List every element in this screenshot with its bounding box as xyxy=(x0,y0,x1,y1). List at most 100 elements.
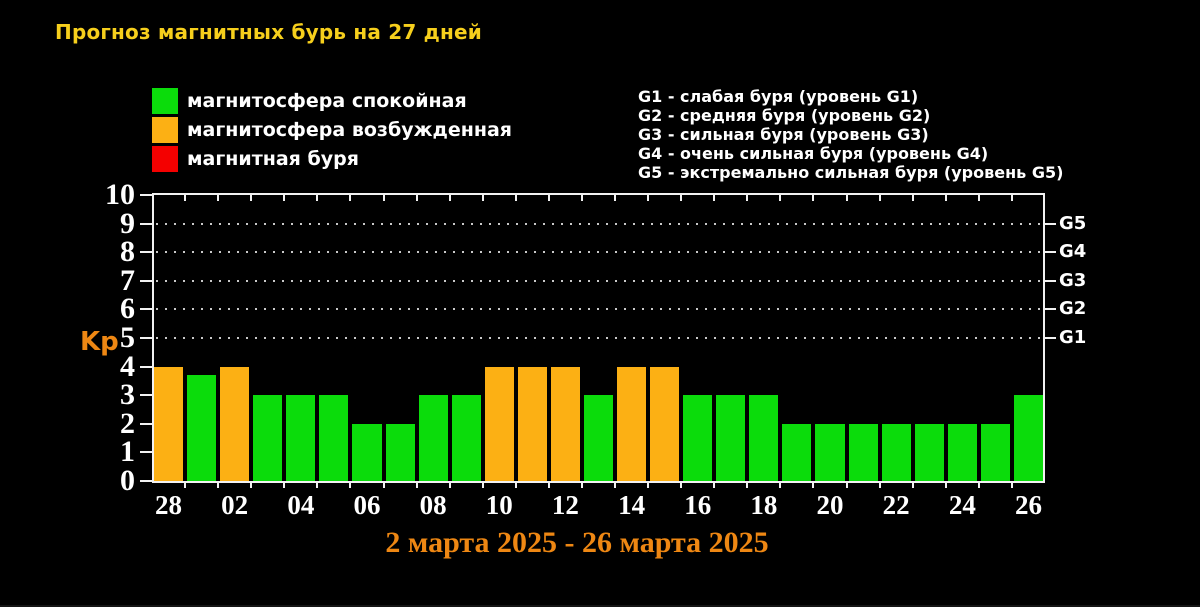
bar-day-05 xyxy=(319,395,349,481)
x-tick-label-24: 24 xyxy=(948,490,976,520)
storm-color-swatch xyxy=(152,146,178,172)
bottom-boundary-tick xyxy=(547,483,550,488)
x-tick-label-02: 02 xyxy=(221,490,249,520)
y-tick-3 xyxy=(140,394,152,397)
bar-day-08 xyxy=(418,395,448,481)
bottom-boundary-tick xyxy=(614,483,617,488)
bar-day-02 xyxy=(220,366,250,481)
x-tick-label-12: 12 xyxy=(551,490,579,520)
top-boundary-tick xyxy=(316,195,319,201)
bar-day-17 xyxy=(716,395,746,481)
y-tick-0 xyxy=(140,480,152,482)
bar-day-18 xyxy=(749,395,779,481)
top-boundary-tick xyxy=(250,195,253,201)
top-boundary-tick xyxy=(1010,195,1013,201)
y-tick-4 xyxy=(140,365,152,368)
axis-right xyxy=(1043,193,1045,483)
x-tick-label-28: 28 xyxy=(155,490,183,520)
right-axis-label-G1: G1 xyxy=(1059,327,1087,348)
gridline-kp-6 xyxy=(156,308,1041,311)
right-axis-label-G2: G2 xyxy=(1059,298,1087,320)
y-tick-label-3: 3 xyxy=(120,378,135,412)
legend-item-quiet: магнитосфера спокойная xyxy=(152,88,512,114)
right-tick-G1 xyxy=(1045,337,1056,339)
top-boundary-tick xyxy=(349,195,352,201)
bottom-boundary-tick xyxy=(713,483,716,488)
bar-day-23 xyxy=(914,423,944,481)
gridline-kp-7 xyxy=(156,279,1041,282)
bar-day-25 xyxy=(980,423,1010,481)
bar-day-16 xyxy=(683,395,713,481)
y-tick-label-5: 5 xyxy=(120,321,135,354)
bar-day-12 xyxy=(550,366,580,481)
top-boundary-tick xyxy=(514,195,517,201)
top-boundary-tick xyxy=(283,195,286,201)
gridline-kp-5 xyxy=(156,337,1041,339)
x-tick-label-10: 10 xyxy=(485,490,513,520)
bottom-boundary-tick xyxy=(415,483,418,488)
bottom-boundary-tick xyxy=(382,483,385,488)
bottom-boundary-tick xyxy=(779,483,782,488)
axis-bottom xyxy=(152,481,1045,483)
bottom-boundary-tick xyxy=(812,483,815,488)
legend-item-label: магнитная буря xyxy=(187,148,359,170)
bottom-boundary-tick xyxy=(580,483,583,488)
top-boundary-tick xyxy=(647,195,650,201)
bottom-boundary-tick xyxy=(217,483,220,488)
bar-day-01 xyxy=(187,375,217,481)
legend-item-storm: магнитная буря xyxy=(152,146,512,172)
top-boundary-tick xyxy=(779,195,782,201)
x-tick-label-14: 14 xyxy=(618,490,646,520)
y-tick-label-7: 7 xyxy=(120,263,135,297)
y-tick-8 xyxy=(140,251,152,254)
top-boundary-tick xyxy=(944,195,947,201)
top-boundary-tick xyxy=(580,195,583,201)
bottom-boundary-tick xyxy=(514,483,517,488)
bottom-boundary-tick xyxy=(878,483,881,488)
bottom-boundary-tick xyxy=(448,483,451,488)
top-boundary-tick xyxy=(184,195,187,201)
bar-day-21 xyxy=(848,423,878,481)
top-boundary-tick xyxy=(812,195,815,201)
top-boundary-tick xyxy=(977,195,980,201)
right-axis-label-G4: G4 xyxy=(1059,241,1087,263)
bar-day-09 xyxy=(451,395,481,481)
top-boundary-tick xyxy=(481,195,484,201)
y-tick-label-4: 4 xyxy=(120,349,135,383)
top-boundary-tick xyxy=(547,195,550,201)
bottom-boundary-tick xyxy=(1010,483,1013,488)
x-tick-label-06: 06 xyxy=(353,490,381,520)
y-tick-label-0: 0 xyxy=(120,464,135,497)
top-boundary-tick xyxy=(614,195,617,201)
bottom-boundary-tick xyxy=(911,483,914,488)
x-tick-label-20: 20 xyxy=(816,490,844,520)
top-boundary-tick xyxy=(746,195,749,201)
y-tick-7 xyxy=(140,279,152,282)
y-tick-label-9: 9 xyxy=(120,206,135,240)
y-tick-10 xyxy=(140,194,152,196)
storm-scale-line-g3: G3 - сильная буря (уровень G3) xyxy=(638,125,929,144)
legend: магнитосфера спокойная магнитосфера возбу… xyxy=(152,88,512,175)
bar-day-24 xyxy=(947,423,977,481)
bottom-boundary-tick xyxy=(944,483,947,488)
top-boundary-tick xyxy=(448,195,451,201)
bar-day-22 xyxy=(881,423,911,481)
storm-scale-line-g5: G5 - экстремально сильная буря (уровень … xyxy=(638,163,1064,182)
axis-top xyxy=(152,193,1045,195)
axis-left xyxy=(152,193,154,483)
gridline-kp-8 xyxy=(156,251,1041,254)
right-axis-label-G3: G3 xyxy=(1059,269,1087,291)
top-boundary-tick xyxy=(845,195,848,201)
top-boundary-tick xyxy=(911,195,914,201)
excited-color-swatch xyxy=(152,117,178,143)
bar-day-10 xyxy=(484,366,514,481)
bar-day-11 xyxy=(517,366,547,481)
legend-item-excited: магнитосфера возбужденная xyxy=(152,117,512,143)
right-tick-G4 xyxy=(1045,251,1056,254)
bar-day-06 xyxy=(352,423,382,481)
bar-day-14 xyxy=(617,366,647,481)
x-tick-label-26: 26 xyxy=(1014,490,1042,520)
right-tick-G3 xyxy=(1045,279,1056,282)
y-tick-2 xyxy=(140,422,152,425)
y-tick-1 xyxy=(140,451,152,454)
